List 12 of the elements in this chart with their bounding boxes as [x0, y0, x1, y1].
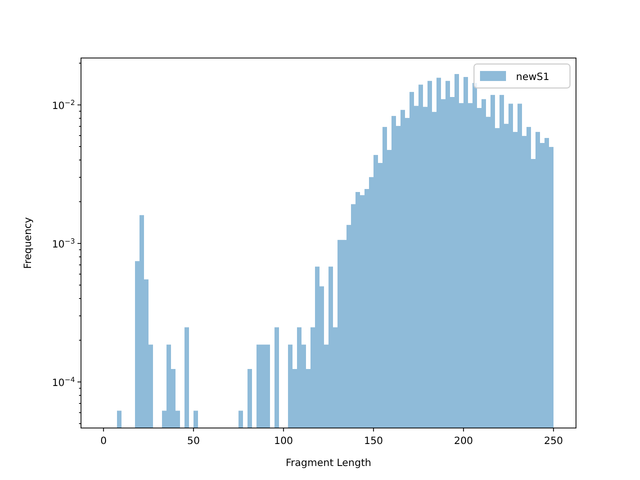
- y-tick-label: 10$^{−2}$: [52, 98, 75, 112]
- x-tick-label: 100: [274, 436, 294, 447]
- x-tick-label: 200: [454, 436, 474, 447]
- y-axis-title: Frequency: [23, 217, 34, 269]
- y-tick-label: 10$^{−4}$: [52, 376, 76, 389]
- x-tick-label: 150: [364, 436, 384, 447]
- x-tick-label: 250: [544, 436, 564, 447]
- y-tick-label: 10$^{−3}$: [52, 237, 75, 250]
- x-axis-title: Fragment Length: [286, 458, 372, 469]
- x-tick-label: 50: [187, 436, 200, 447]
- legend-label: newS1: [516, 72, 550, 83]
- x-tick-label: 0: [100, 436, 107, 447]
